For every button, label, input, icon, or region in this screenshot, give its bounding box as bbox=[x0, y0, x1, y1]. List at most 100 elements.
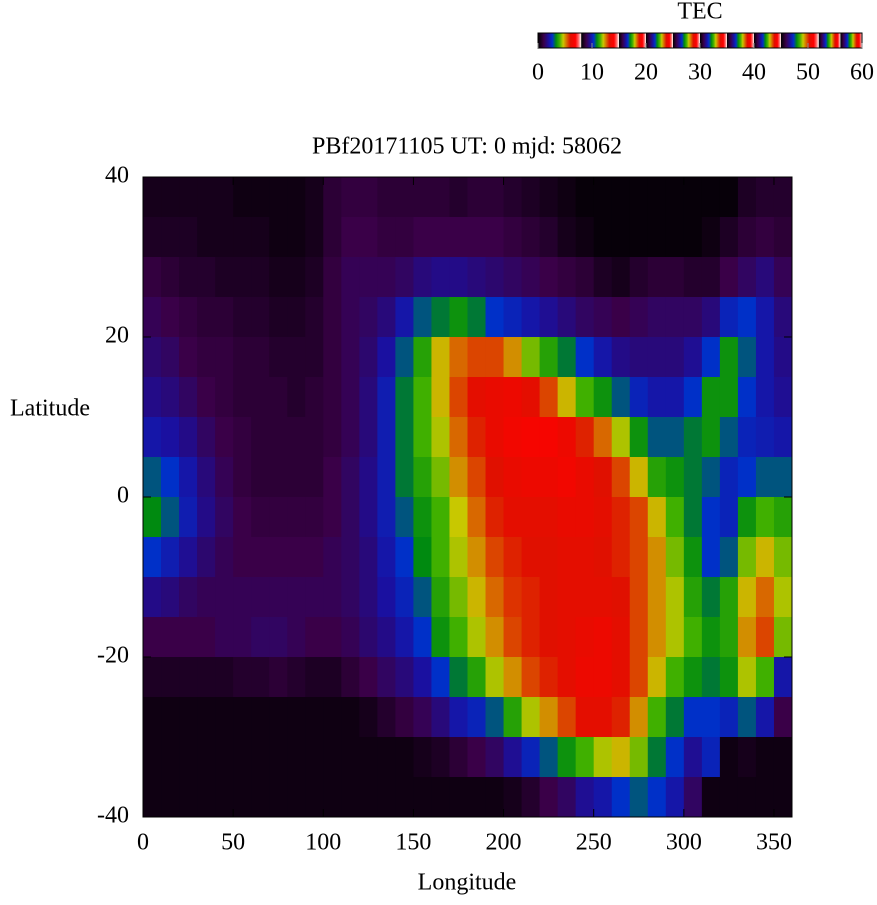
heat-cell bbox=[593, 777, 613, 818]
heat-cell bbox=[755, 537, 775, 578]
heat-cell bbox=[701, 337, 721, 378]
heat-cell bbox=[197, 257, 216, 298]
heat-cell bbox=[755, 657, 775, 698]
heat-cell bbox=[539, 657, 559, 698]
heat-cell bbox=[737, 177, 757, 218]
x-tick-label: 100 bbox=[305, 830, 341, 856]
colorbar-segment bbox=[781, 33, 819, 48]
heat-cell bbox=[539, 297, 559, 338]
heat-cell bbox=[215, 657, 234, 698]
heat-cell bbox=[449, 737, 468, 778]
heat-cell bbox=[503, 457, 523, 498]
heat-cell bbox=[557, 417, 577, 458]
heat-cell bbox=[431, 337, 450, 378]
heat-cell bbox=[215, 497, 234, 538]
heat-cell bbox=[431, 457, 450, 498]
heat-cell bbox=[233, 537, 252, 578]
heat-cell bbox=[431, 577, 450, 618]
heat-cell bbox=[287, 377, 306, 418]
x-tick-label: 200 bbox=[486, 830, 522, 856]
heat-cell bbox=[485, 737, 505, 778]
heat-cell bbox=[521, 217, 541, 258]
heat-cell bbox=[629, 297, 649, 338]
heat-cell bbox=[179, 417, 198, 458]
heat-cell bbox=[233, 697, 252, 738]
heat-cell bbox=[143, 777, 162, 818]
heat-cell bbox=[323, 537, 342, 578]
heat-cell bbox=[251, 657, 270, 698]
heat-cell bbox=[647, 777, 667, 818]
heat-cell bbox=[647, 217, 667, 258]
heat-cell bbox=[323, 177, 342, 218]
heat-cell bbox=[593, 177, 613, 218]
heat-cell bbox=[719, 337, 739, 378]
heat-cell bbox=[665, 257, 685, 298]
heat-cell bbox=[305, 657, 324, 698]
heat-cell bbox=[467, 577, 487, 618]
heat-cell bbox=[197, 497, 216, 538]
heat-cell bbox=[737, 457, 757, 498]
heat-cell bbox=[701, 377, 721, 418]
heat-cell bbox=[359, 577, 378, 618]
heat-cell bbox=[287, 417, 306, 458]
heat-cell bbox=[143, 297, 162, 338]
heat-cell bbox=[395, 217, 414, 258]
heat-cell bbox=[485, 497, 505, 538]
heat-cell bbox=[269, 617, 288, 658]
heat-cell bbox=[719, 577, 739, 618]
heat-cell bbox=[161, 617, 180, 658]
heat-cell bbox=[629, 337, 649, 378]
heat-cell bbox=[287, 457, 306, 498]
heat-cell bbox=[755, 737, 775, 778]
heat-cell bbox=[467, 777, 487, 818]
heat-cell bbox=[611, 697, 631, 738]
heat-cell bbox=[305, 457, 324, 498]
heat-cell bbox=[449, 337, 468, 378]
heat-cell bbox=[755, 617, 775, 658]
heat-cell bbox=[323, 297, 342, 338]
heat-cell bbox=[323, 337, 342, 378]
heat-cell bbox=[647, 417, 667, 458]
heat-cell bbox=[737, 497, 757, 538]
heat-cell bbox=[773, 217, 793, 258]
heat-cell bbox=[755, 337, 775, 378]
heat-cell bbox=[395, 297, 414, 338]
heat-cell bbox=[323, 377, 342, 418]
heat-cell bbox=[197, 577, 216, 618]
heat-cell bbox=[629, 577, 649, 618]
heat-cell bbox=[143, 657, 162, 698]
heat-cell bbox=[233, 257, 252, 298]
heat-cell bbox=[485, 257, 505, 298]
heat-cell bbox=[719, 177, 739, 218]
heat-cell bbox=[269, 777, 288, 818]
heat-cell bbox=[503, 537, 523, 578]
heat-cell bbox=[377, 737, 396, 778]
heat-cell bbox=[521, 737, 541, 778]
heat-cell bbox=[647, 457, 667, 498]
heat-cell bbox=[143, 737, 162, 778]
heat-cell bbox=[449, 777, 468, 818]
heat-cell bbox=[575, 537, 595, 578]
heat-cell bbox=[449, 537, 468, 578]
heat-cell bbox=[719, 377, 739, 418]
heat-cell bbox=[413, 537, 432, 578]
heat-cell bbox=[539, 257, 559, 298]
heat-cell bbox=[377, 297, 396, 338]
heat-cell bbox=[341, 257, 360, 298]
heat-cell bbox=[215, 177, 234, 218]
heat-cell bbox=[251, 617, 270, 658]
heat-cell bbox=[539, 177, 559, 218]
heat-cell bbox=[413, 417, 432, 458]
heat-cell bbox=[215, 737, 234, 778]
heat-cell bbox=[377, 417, 396, 458]
heat-cell bbox=[611, 617, 631, 658]
heat-cell bbox=[413, 337, 432, 378]
heat-cell bbox=[413, 617, 432, 658]
heat-cell bbox=[215, 417, 234, 458]
colorbar-tick-label: 10 bbox=[580, 60, 604, 86]
heat-cell bbox=[323, 657, 342, 698]
heat-cell bbox=[665, 217, 685, 258]
heat-cell bbox=[197, 337, 216, 378]
heat-cell bbox=[701, 657, 721, 698]
heat-cell bbox=[557, 577, 577, 618]
